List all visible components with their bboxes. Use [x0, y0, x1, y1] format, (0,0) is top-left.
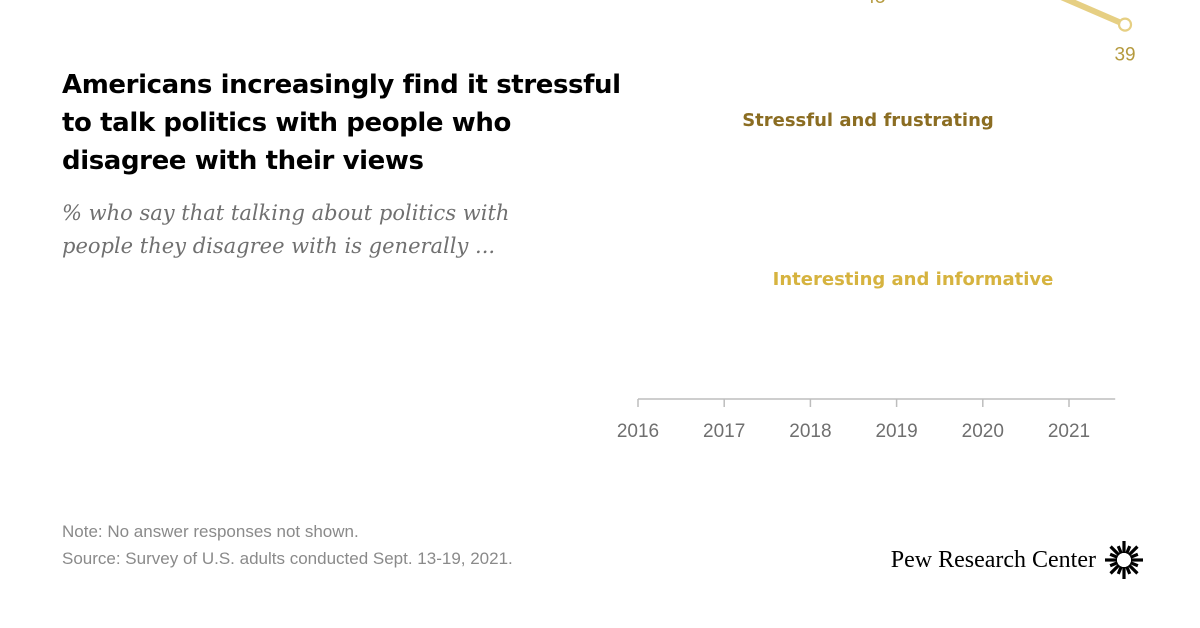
logo-ray	[1127, 563, 1139, 575]
x-tick-label: 2020	[962, 421, 1004, 442]
footer-note: Note: No answer responses not shown.	[62, 522, 359, 541]
x-tick-label: 2019	[875, 421, 917, 442]
brand: Pew Research Center	[891, 540, 1144, 580]
logo-ray	[1125, 565, 1132, 575]
brand-name: Pew Research Center	[890, 546, 1096, 573]
logo-ray	[1116, 565, 1123, 575]
footer-source: Source: Survey of U.S. adults conducted …	[62, 549, 513, 568]
logo-ray	[1125, 545, 1132, 555]
sunburst-icon	[1105, 541, 1143, 579]
x-tick-label: 2018	[789, 421, 831, 442]
series-line	[1060, 0, 1127, 28]
data-label: 39	[1114, 45, 1135, 66]
logo-ray	[1109, 552, 1119, 559]
data-point	[1117, 17, 1133, 32]
logo-ray	[1129, 552, 1139, 559]
logo-ray	[1129, 561, 1139, 568]
logo-ray	[1116, 545, 1123, 555]
logo-ray	[1109, 561, 1119, 568]
logo-ray	[1127, 545, 1139, 557]
line-chart: 20162017201820192020202146535059Stressfu…	[617, 0, 1136, 442]
chart-subtitle: % who say that talking about politics wi…	[62, 201, 510, 258]
x-tick-label: 2017	[703, 421, 745, 442]
data-label: 45	[864, 0, 885, 8]
x-tick-label: 2016	[617, 421, 659, 442]
chart-title: Americans increasingly find it stressful…	[62, 70, 621, 176]
logo-ray	[1109, 563, 1121, 575]
series-label: Stressful and frustrating	[742, 110, 994, 131]
footer: Note: No answer responses not shown. Sou…	[62, 518, 513, 572]
logo-ray	[1109, 545, 1121, 557]
x-tick-label: 2021	[1048, 421, 1090, 442]
series-label: Interesting and informative	[773, 269, 1054, 290]
